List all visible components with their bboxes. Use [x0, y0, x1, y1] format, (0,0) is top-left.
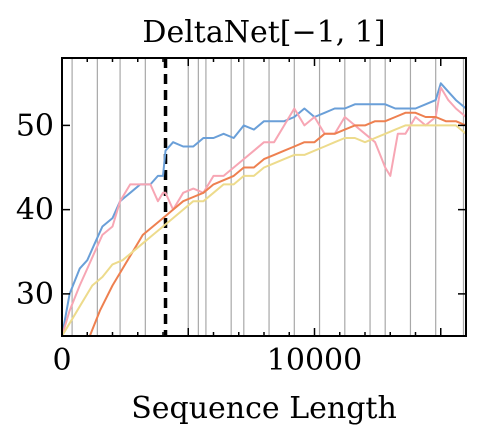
y-tick-label: 40: [16, 193, 54, 228]
y-tick-label: 30: [16, 277, 54, 312]
series-line-3: [88, 111, 466, 336]
y-tick-label: 50: [16, 108, 54, 143]
series-line-1: [62, 82, 466, 336]
chart-title: DeltaNet[−1, 1]: [142, 15, 385, 50]
x-axis-label: Sequence Length: [131, 391, 397, 426]
x-tick-label: 10000: [267, 343, 362, 378]
series-line-4: [62, 124, 466, 336]
series-line-2: [62, 86, 466, 336]
x-tick-label: 0: [52, 343, 71, 378]
